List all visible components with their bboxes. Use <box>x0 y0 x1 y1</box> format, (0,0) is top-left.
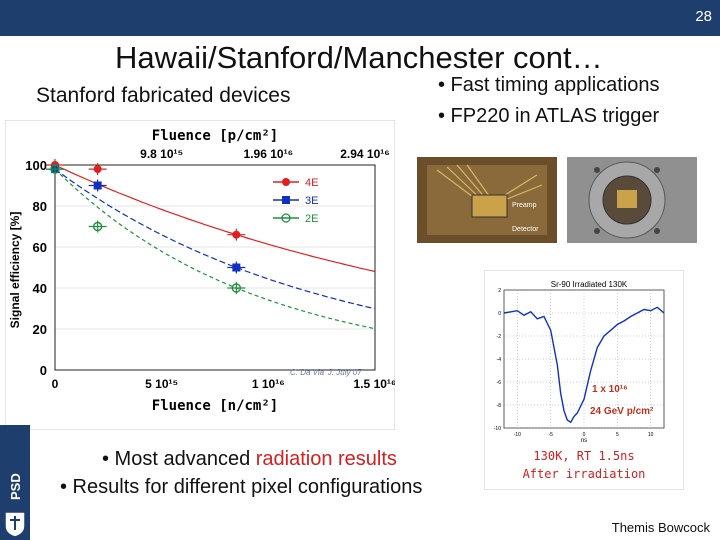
pulse-y-tick: 0 <box>498 311 501 317</box>
legend-marker <box>282 178 290 186</box>
pulse-annotation-energy: 24 GeV p/cm² <box>590 406 654 417</box>
x-tick-label: 1 10¹⁶ <box>252 377 285 391</box>
fit-curve-4e <box>54 164 376 273</box>
pulse-x-tick: -5 <box>548 432 553 438</box>
pulse-y-tick: -2 <box>497 334 502 340</box>
timing-pulse-chart: Sr-90 Irradiated 130K -10 -5 0 5 10 2 0 -2 -4 -6… <box>484 270 684 490</box>
legend-marker <box>281 213 291 223</box>
university-crest-icon <box>4 511 26 538</box>
top-bar: 28 <box>0 0 720 36</box>
top-tick-label: 1.96 10¹⁶ <box>244 147 294 161</box>
slide-title: Hawaii/Stanford/Manchester cont… <box>115 40 603 75</box>
pulse-y-tick: -10 <box>494 426 501 432</box>
y-tick-label: 60 <box>33 240 47 255</box>
bullet-fast-timing: • Fast timing applications <box>438 74 660 96</box>
y-tick-label: 100 <box>25 158 47 173</box>
y-axis-label: Signal efficiency [%] <box>8 212 22 329</box>
legend-label: 2E <box>305 213 318 225</box>
pulse-y-tick: -6 <box>497 380 502 386</box>
top-bullets: • Fast timing applications • FP220 in AT… <box>438 70 660 132</box>
y-tick-label: 20 <box>33 322 47 337</box>
pulse-x-label: ns <box>581 438 587 444</box>
author-name: Themis Bowcock <box>611 520 710 535</box>
bullet-radiation-highlight: radiation results <box>255 448 397 470</box>
legend-label: 3E <box>305 195 318 207</box>
point-2e <box>231 283 242 293</box>
y-tick-label: 40 <box>33 281 47 296</box>
detector-photo: Preamp Detector <box>417 155 697 251</box>
point-3e <box>93 181 102 190</box>
photo-label-preamp: Preamp <box>512 202 537 209</box>
pulse-chart-title: Sr-90 Irradiated 130K <box>551 280 628 289</box>
y-tick-label: 80 <box>33 199 47 214</box>
pulse-y-tick: 2 <box>498 288 501 294</box>
page-number: 28 <box>695 8 712 25</box>
x-tick-label: 0 <box>52 377 59 391</box>
point-3e <box>232 263 241 272</box>
bullet-radiation-prefix: • Most advanced <box>102 448 256 470</box>
x-tick-label: 5 10¹⁵ <box>145 377 178 391</box>
fit-curve-2e <box>54 168 376 330</box>
pulse-caption-line2: After irradiation <box>523 467 646 481</box>
point-2e <box>50 164 60 174</box>
chart-annotation: C. Da Via' J. July 07 <box>290 368 362 377</box>
pulse-caption-line1: 130K, RT 1.5ns <box>533 449 634 463</box>
x-tick-label: 1.5 10¹⁶ <box>354 377 395 391</box>
bullet-fp220: • FP220 in ATLAS trigger <box>438 105 660 127</box>
psd-label: PSD <box>8 473 23 500</box>
fit-curve-3e <box>54 168 376 310</box>
top-axis-title: Fluence [p/cm²] <box>152 128 278 144</box>
point-4e <box>93 165 102 174</box>
bullet-radiation: • Most advanced radiation results <box>60 445 422 473</box>
legend-marker <box>282 196 290 204</box>
pulse-y-tick: -8 <box>497 403 502 409</box>
efficiency-chart: Fluence [p/cm²] 9.8 10¹⁵ 1.96 10¹⁶ 2.94 10… <box>5 120 395 430</box>
pulse-x-tick: -10 <box>514 432 521 438</box>
legend-label: 4E <box>305 177 318 189</box>
bottom-bullets: • Most advanced radiation results • Resu… <box>60 445 422 501</box>
point-2e <box>92 221 103 232</box>
bullet-pixel-configs: • Results for different pixel configurat… <box>60 476 423 498</box>
photo-label-detector: Detector <box>512 226 539 233</box>
pulse-x-tick: 5 <box>616 432 619 438</box>
top-tick-label: 2.94 10¹⁶ <box>340 147 390 161</box>
pulse-x-tick: 10 <box>648 432 654 438</box>
y-tick-label: 0 <box>40 363 47 378</box>
x-axis-label: Fluence [n/cm²] <box>152 398 278 414</box>
pulse-y-tick: -4 <box>497 357 502 363</box>
pulse-series-line <box>503 306 665 424</box>
slide-subtitle: Stanford fabricated devices <box>36 84 291 107</box>
top-tick-label: 9.8 10¹⁵ <box>140 147 183 161</box>
pulse-annotation-fluence: 1 x 10¹⁶ <box>592 384 628 395</box>
pulse-x-tick: 0 <box>583 432 586 438</box>
point-4e <box>232 230 241 239</box>
